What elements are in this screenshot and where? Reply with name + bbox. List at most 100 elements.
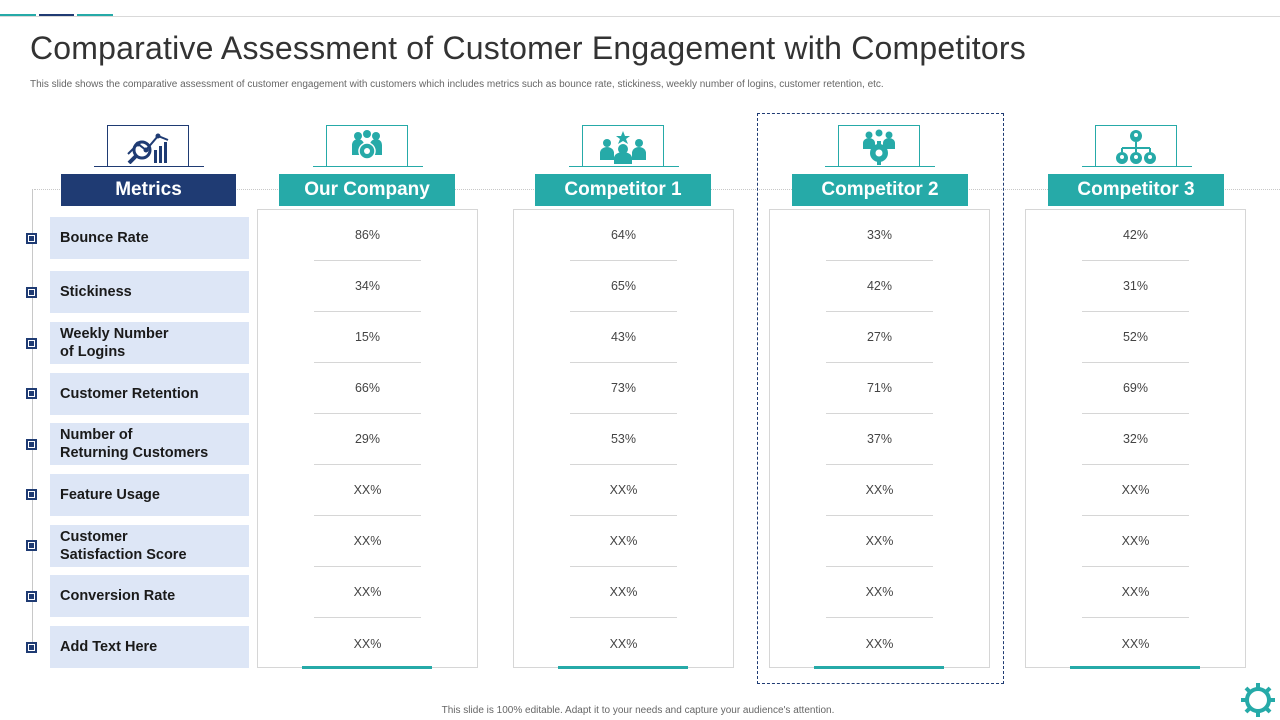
value-cell: 52% <box>1122 330 1149 344</box>
value-cell: 32% <box>1122 432 1149 446</box>
metric-bullet <box>26 591 37 602</box>
value-cell: XX% <box>865 534 894 548</box>
cell-separator <box>1082 413 1189 414</box>
value-cell: XX% <box>1121 585 1150 599</box>
value-cell: XX% <box>1121 483 1150 497</box>
cell-separator <box>1082 311 1189 312</box>
cell-separator <box>826 311 933 312</box>
value-cell: XX% <box>353 585 382 599</box>
metric-bullet <box>26 338 37 349</box>
value-cell: 69% <box>1122 381 1149 395</box>
cell-separator <box>570 362 677 363</box>
cell-separator <box>826 362 933 363</box>
value-cell: 66% <box>354 381 381 395</box>
competitor-1-icon-base <box>569 166 679 167</box>
team-group-icon <box>352 129 382 160</box>
footer-note: This slide is 100% editable. Adapt it to… <box>441 705 835 716</box>
metric-item: Weekly Number of Logins <box>50 322 249 364</box>
cell-separator <box>570 617 677 618</box>
cell-separator <box>826 617 933 618</box>
cell-separator <box>314 617 421 618</box>
value-cell: 86% <box>354 228 381 242</box>
top-accent-teal-left <box>0 14 36 17</box>
metrics-icon-base <box>94 166 204 167</box>
our-company-column <box>257 209 478 668</box>
cell-separator <box>570 515 677 516</box>
value-cell: 37% <box>866 432 893 446</box>
cell-separator <box>826 566 933 567</box>
analytics-magnifier-icon <box>127 133 169 164</box>
cell-separator <box>314 413 421 414</box>
value-cell: XX% <box>865 585 894 599</box>
top-accent-navy <box>39 14 74 17</box>
value-cell: 42% <box>866 279 893 293</box>
our-company-icon-frame <box>326 125 408 167</box>
value-cell: XX% <box>609 534 638 548</box>
cell-separator <box>826 260 933 261</box>
cell-separator <box>314 515 421 516</box>
metrics-header: Metrics <box>61 174 236 206</box>
competitor-3-icon-base <box>1082 166 1192 167</box>
cell-separator <box>570 566 677 567</box>
competitor-1-accent <box>558 666 688 669</box>
value-cell: XX% <box>353 483 382 497</box>
cell-separator <box>314 464 421 465</box>
metric-rail <box>32 189 33 648</box>
top-divider <box>0 16 1280 17</box>
value-cell: 34% <box>354 279 381 293</box>
competitor-2-icon-frame <box>838 125 920 167</box>
value-cell: 27% <box>866 330 893 344</box>
value-cell: XX% <box>609 585 638 599</box>
top-accent-teal-right <box>77 14 113 17</box>
value-cell: 42% <box>1122 228 1149 242</box>
our-company-header: Our Company <box>279 174 455 206</box>
cell-separator <box>826 464 933 465</box>
cell-separator <box>1082 362 1189 363</box>
competitor-3-icon-frame <box>1095 125 1177 167</box>
metric-item: Add Text Here <box>50 626 249 668</box>
competitor-2-icon-base <box>825 166 935 167</box>
competitor-2-highlight <box>757 113 1004 684</box>
cell-separator <box>1082 464 1189 465</box>
metric-item: Customer Satisfaction Score <box>50 525 249 567</box>
metric-bullet <box>26 642 37 653</box>
cell-separator <box>314 566 421 567</box>
value-cell: 65% <box>610 279 637 293</box>
value-cell: 15% <box>354 330 381 344</box>
competitor-2-column <box>769 209 990 668</box>
cell-separator <box>1082 515 1189 516</box>
value-cell: 71% <box>866 381 893 395</box>
metric-bullet <box>26 388 37 399</box>
value-cell: 53% <box>610 432 637 446</box>
metric-item: Number of Returning Customers <box>50 423 249 465</box>
our-company-accent <box>302 666 432 669</box>
competitor-1-column <box>513 209 734 668</box>
metric-item: Feature Usage <box>50 474 249 516</box>
cell-separator <box>314 362 421 363</box>
metrics-icon-frame <box>107 125 189 167</box>
value-cell: 43% <box>610 330 637 344</box>
value-cell: XX% <box>1121 637 1150 651</box>
value-cell: 33% <box>866 228 893 242</box>
competitor-1-header: Competitor 1 <box>535 174 711 206</box>
org-network-icon <box>1116 129 1156 164</box>
value-cell: XX% <box>865 637 894 651</box>
metric-bullet <box>26 489 37 500</box>
competitor-2-accent <box>814 666 944 669</box>
cell-separator <box>570 311 677 312</box>
page-subtitle: This slide shows the comparative assessm… <box>30 79 884 90</box>
cell-separator <box>570 260 677 261</box>
metric-bullet <box>26 287 37 298</box>
metric-item: Conversion Rate <box>50 575 249 617</box>
competitor-3-column <box>1025 209 1246 668</box>
cell-separator <box>826 413 933 414</box>
value-cell: XX% <box>1121 534 1150 548</box>
competitor-3-accent <box>1070 666 1200 669</box>
cell-separator <box>570 464 677 465</box>
cell-separator <box>570 413 677 414</box>
metric-bullet <box>26 439 37 450</box>
value-cell: XX% <box>353 534 382 548</box>
value-cell: 64% <box>610 228 637 242</box>
cell-separator <box>1082 617 1189 618</box>
cell-separator <box>1082 566 1189 567</box>
